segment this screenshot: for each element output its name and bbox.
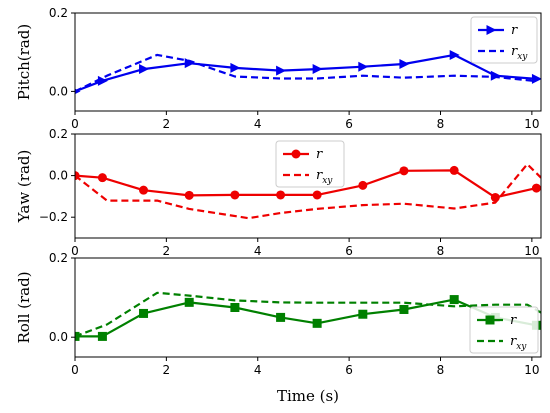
data-point-6	[312, 190, 322, 200]
y-tick-label: 0.0	[49, 84, 68, 98]
x-tick-label: 2	[163, 244, 171, 258]
legend-label-main: r	[510, 313, 517, 328]
x-tick-label: 4	[254, 244, 262, 258]
data-point-7	[358, 309, 368, 319]
data-point-9	[449, 295, 459, 305]
series-line-r	[75, 169, 537, 199]
legend-label-main: r	[510, 334, 517, 349]
data-point-10	[490, 192, 500, 202]
data-point-1	[97, 173, 107, 183]
x-tick-label: 2	[163, 117, 171, 131]
data-point-4	[230, 190, 240, 200]
data-point-3	[184, 190, 194, 200]
x-tick-label: 8	[437, 117, 445, 131]
x-tick-label: 8	[437, 363, 445, 377]
data-point-1	[97, 75, 108, 86]
y-tick-label: 0.2	[49, 251, 68, 265]
data-point-6	[312, 318, 322, 328]
y-tick-label: −0.2	[39, 210, 68, 224]
data-point-5	[276, 312, 286, 322]
data-point-8	[399, 304, 409, 314]
legend-label: r	[510, 313, 517, 328]
series-group	[75, 163, 541, 220]
data-point-3	[184, 58, 195, 69]
series-group	[75, 49, 541, 95]
y-axis-label: Roll (rad)	[15, 271, 33, 343]
series-line-r	[75, 53, 537, 93]
legend-marker	[291, 149, 301, 159]
x-tick-label: 2	[163, 363, 171, 377]
data-point-7	[358, 180, 368, 190]
legend-label: r	[511, 23, 518, 38]
x-axis-label: Time (s)	[277, 387, 339, 405]
x-tick-label: 6	[345, 117, 353, 131]
legend-marker	[485, 315, 495, 325]
y-tick-label: 0.0	[49, 169, 68, 183]
x-tick-label: 6	[345, 363, 353, 377]
x-tick-label: 0	[71, 117, 79, 131]
x-tick-label: 10	[524, 363, 539, 377]
data-point-8	[399, 166, 409, 176]
x-tick-label: 0	[71, 244, 79, 258]
legend-box	[275, 140, 345, 188]
data-point-7	[358, 61, 369, 72]
x-tick-label: 0	[71, 363, 79, 377]
data-point-5	[276, 65, 287, 76]
x-tick-label: 4	[254, 117, 262, 131]
series-line-r-xy	[75, 53, 537, 93]
series-line-r-xy	[75, 163, 541, 220]
data-point-8	[399, 58, 410, 69]
x-tick-label: 6	[345, 244, 353, 258]
legend-marker	[486, 25, 497, 35]
legend-label-main: r	[511, 44, 518, 59]
x-tick-label: 4	[254, 363, 262, 377]
axes-frame	[74, 257, 542, 358]
axes-frame	[74, 12, 542, 112]
data-point-2	[139, 308, 149, 318]
data-point-2	[139, 64, 150, 75]
y-tick-label: 0.0	[49, 330, 68, 344]
y-axis-label: Yaw (rad)	[15, 150, 33, 224]
legend-label: rxy	[511, 44, 528, 62]
legend-label: rxy	[510, 334, 527, 352]
legend-label: r	[316, 147, 323, 162]
legend-label-main: r	[316, 147, 323, 162]
axes-frame	[74, 133, 542, 239]
legend-label: rxy	[316, 168, 333, 186]
y-tick-label: 0.2	[49, 127, 68, 141]
legend-label-main: r	[316, 168, 323, 183]
y-tick-label: 0.2	[49, 6, 68, 20]
legend-label-subscript: xy	[322, 176, 333, 186]
data-point-9	[449, 49, 460, 60]
data-point-4	[230, 303, 240, 312]
data-point-2	[139, 185, 149, 195]
legend-box	[469, 306, 539, 354]
series-line-r	[75, 298, 537, 338]
legend-label-subscript: xy	[517, 52, 528, 62]
series-line-r-xy	[75, 291, 541, 338]
legend-label-subscript: xy	[516, 342, 527, 352]
legend-label-main: r	[511, 23, 518, 38]
data-point-3	[184, 297, 194, 307]
y-axis-label: Pitch(rad)	[15, 24, 33, 100]
data-point-4	[230, 62, 241, 73]
data-point-11	[531, 73, 541, 84]
x-tick-label: 10	[524, 117, 539, 131]
data-point-5	[276, 190, 286, 200]
data-point-11	[531, 183, 541, 193]
data-point-9	[449, 165, 459, 175]
data-point-1	[97, 331, 107, 341]
x-tick-label: 10	[524, 244, 539, 258]
data-point-10	[490, 70, 501, 81]
x-tick-label: 8	[437, 244, 445, 258]
data-point-6	[312, 64, 323, 75]
